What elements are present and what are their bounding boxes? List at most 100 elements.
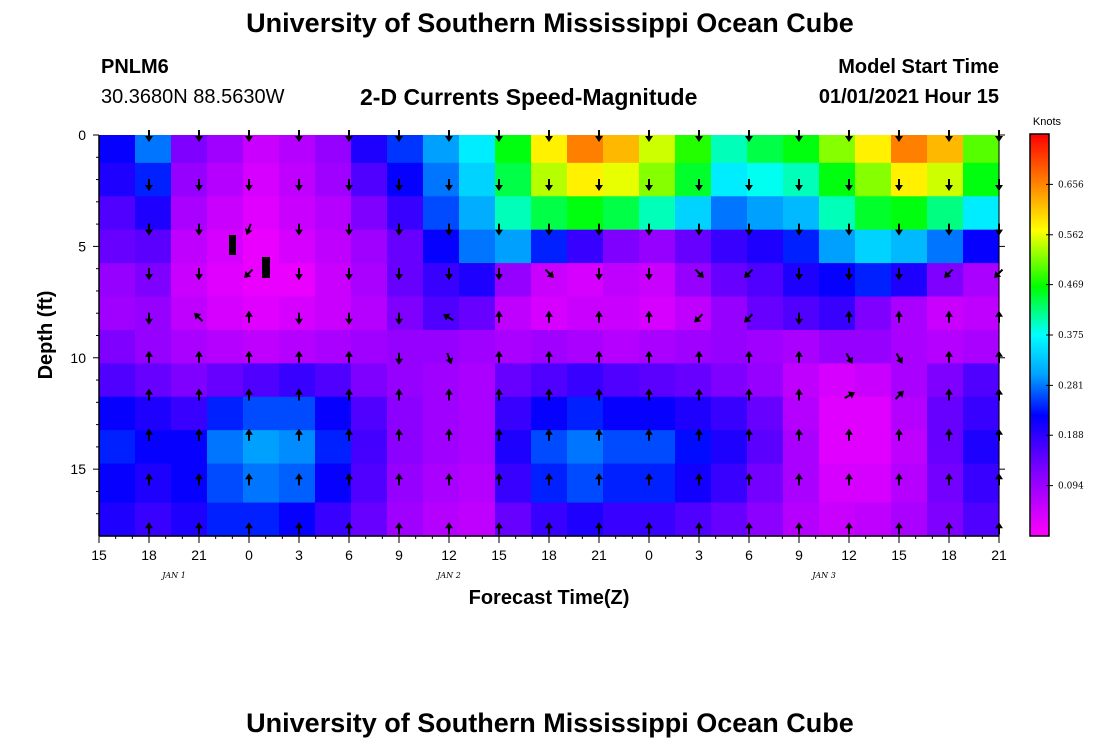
arrow-head: [145, 185, 153, 191]
heatmap-cell: [783, 263, 820, 298]
arrow-head: [944, 270, 952, 279]
current-arrow: [145, 388, 153, 401]
heatmap-cell: [495, 135, 532, 164]
x-tick-label: 15: [91, 547, 107, 563]
x-tick-label: 12: [441, 547, 457, 563]
arrow-head: [695, 428, 703, 435]
heatmap-cell: [819, 196, 856, 231]
heatmap-cell: [819, 430, 856, 465]
arrow-head: [645, 522, 653, 529]
current-arrow: [545, 310, 553, 323]
arrow-head: [145, 274, 153, 281]
x-tick-label: 6: [345, 547, 353, 563]
arrow-head: [445, 522, 453, 529]
current-arrow: [345, 428, 353, 441]
heatmap-cell: [459, 263, 496, 298]
current-arrow: [645, 179, 653, 191]
heatmap-cell: [891, 196, 928, 231]
arrow-head: [645, 428, 653, 435]
heatmap-cell: [567, 502, 604, 537]
arrow-head: [695, 473, 703, 480]
heatmap-cell: [711, 329, 748, 364]
arrow-head: [495, 522, 503, 529]
arrow-head: [945, 185, 953, 191]
current-arrow: [744, 268, 754, 279]
current-arrow: [895, 473, 903, 486]
arrow-shaft: [845, 352, 851, 361]
current-arrow: [395, 352, 403, 365]
heatmap-cell: [747, 463, 784, 504]
heatmap-cells: [99, 135, 1000, 537]
heatmap-cell: [135, 229, 172, 264]
current-arrow: [845, 268, 853, 281]
arrow-head: [295, 388, 303, 395]
current-arrow: [295, 223, 303, 236]
y-axis-title: Depth (ft): [35, 291, 57, 380]
current-arrow: [495, 223, 503, 236]
current-arrow: [395, 428, 403, 441]
current-arrow: [544, 268, 554, 279]
heatmap-cell: [783, 296, 820, 331]
heatmap-cell: [639, 196, 676, 231]
arrow-head: [945, 310, 953, 317]
heatmap-cell: [891, 430, 928, 465]
heatmap-cell: [207, 363, 244, 398]
current-arrow: [845, 179, 853, 191]
x-axis-ticks: 15 18 21 0 3 6 9 12 15 18 21 0 3 6 9 12 15 18 21: [91, 536, 1007, 563]
current-arrow: [645, 130, 653, 142]
arrow-head: [395, 185, 403, 191]
heatmap-cell: [927, 135, 964, 164]
heatmap-cell: [351, 502, 388, 537]
current-arrow: [145, 223, 153, 236]
heatmap-cell: [315, 396, 352, 431]
current-arrows: [145, 130, 1004, 535]
arrow-head: [145, 428, 153, 435]
heatmap-cell: [207, 430, 244, 465]
current-arrow: [595, 522, 603, 535]
heatmap-cell: [315, 329, 352, 364]
arrow-head: [645, 473, 653, 480]
heatmap-cell: [171, 229, 208, 264]
heatmap-cell: [747, 430, 784, 465]
arrow-head: [795, 522, 803, 529]
current-arrow: [745, 388, 753, 401]
heatmap-cell: [783, 329, 820, 364]
heatmap-cell: [315, 363, 352, 398]
arrow-head: [244, 270, 252, 279]
arrow-head: [645, 185, 653, 191]
arrow-head: [595, 522, 603, 529]
heatmap-cell: [207, 329, 244, 364]
arrow-head: [745, 473, 753, 480]
current-arrow: [345, 388, 353, 401]
arrow-head: [245, 522, 253, 529]
arrow-head: [495, 185, 503, 191]
heatmap-cell: [747, 196, 784, 231]
arrow-head: [145, 136, 153, 142]
heatmap-cell: [423, 329, 460, 364]
current-arrow: [345, 130, 353, 142]
current-arrow: [795, 312, 803, 325]
heatmap-cell: [207, 162, 244, 197]
heatmap-cell: [171, 135, 208, 164]
current-arrow: [245, 522, 253, 535]
heatmap-cell: [711, 396, 748, 431]
heatmap-cell: [603, 196, 640, 231]
heatmap-cell: [891, 363, 928, 398]
arrow-head: [145, 350, 153, 357]
heatmap-cell: [711, 296, 748, 331]
arrow-head: [495, 229, 503, 236]
heatmap-cell: [891, 396, 928, 431]
arrow-head: [645, 136, 653, 142]
heatmap-cell: [891, 229, 928, 264]
current-arrow: [945, 522, 953, 535]
arrow-head: [545, 350, 553, 357]
current-arrow: [395, 473, 403, 486]
arrow-head: [845, 473, 853, 480]
heatmap-cell: [99, 296, 136, 331]
arrow-head: [244, 228, 253, 236]
current-arrow: [495, 388, 503, 401]
heatmap-cell: [747, 263, 784, 298]
heatmap-cell: [567, 263, 604, 298]
current-arrow: [245, 388, 253, 401]
current-arrow: [545, 350, 553, 363]
